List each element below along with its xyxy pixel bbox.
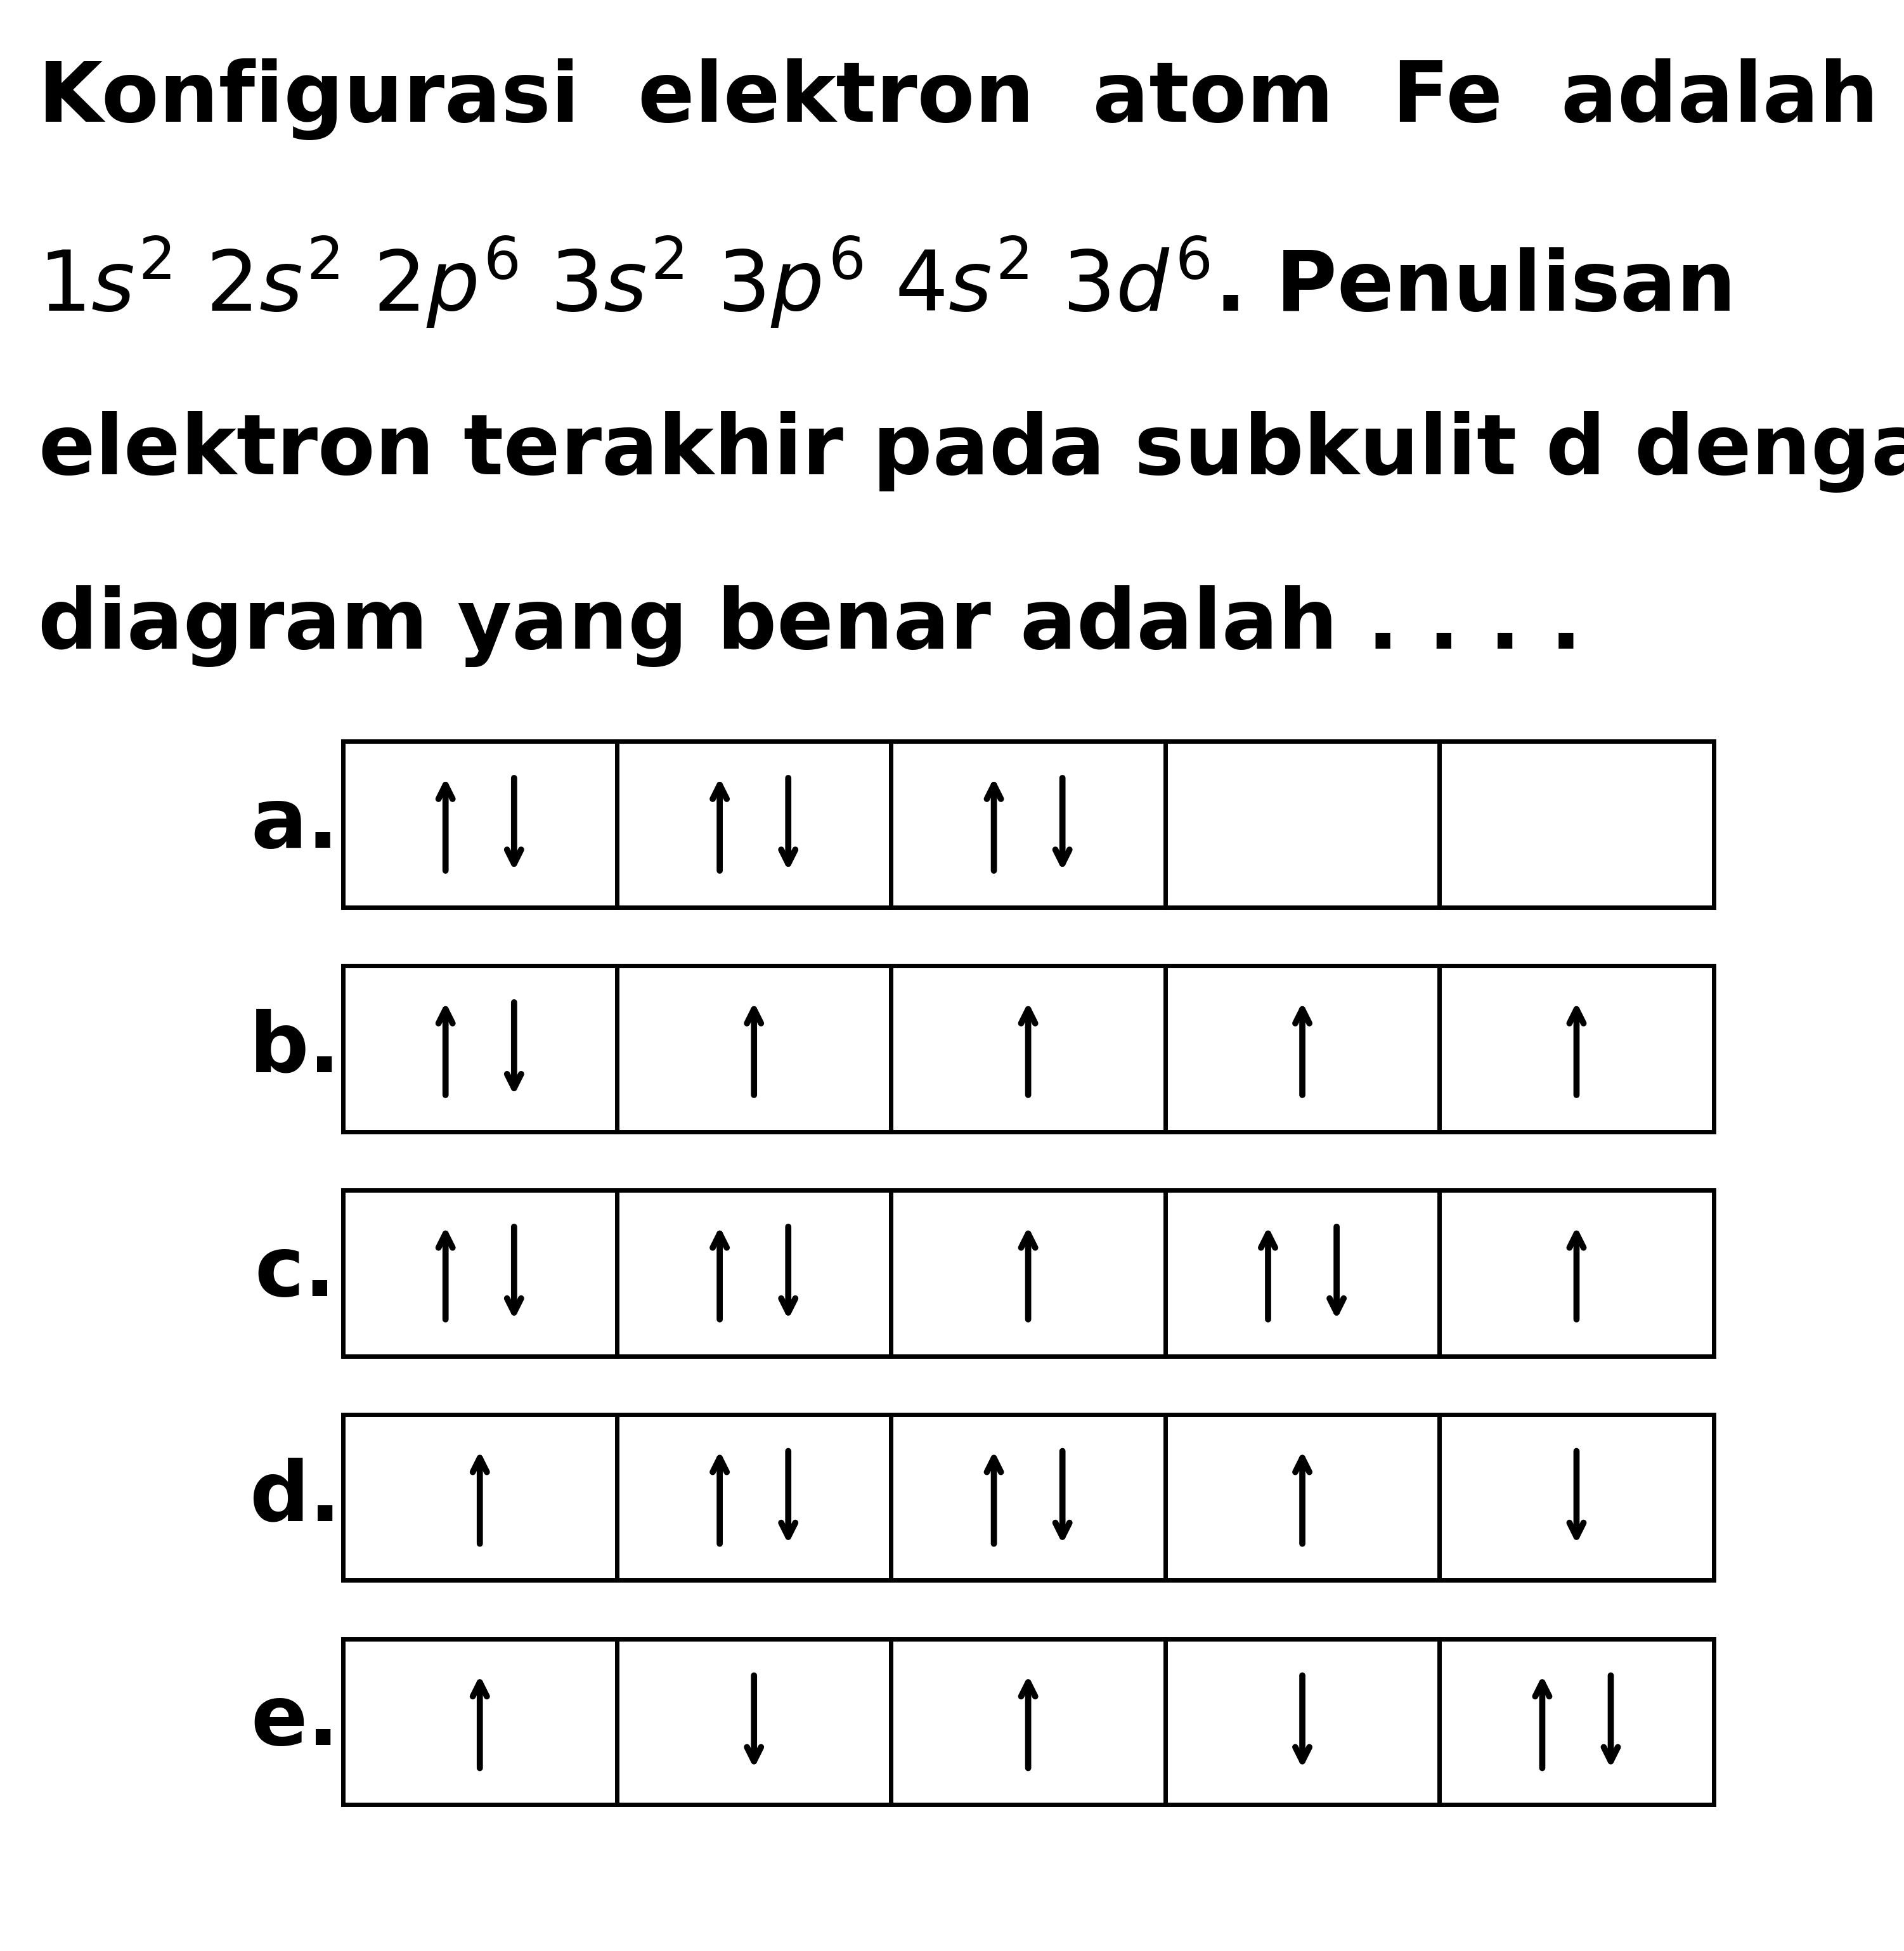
Text: Konfigurasi  elektron  atom  Fe  adalah: Konfigurasi elektron atom Fe adalah [38,59,1879,140]
Text: a.: a. [251,784,339,864]
Bar [343,1639,1714,1805]
Bar [343,966,1714,1132]
Text: b.: b. [249,1009,341,1089]
Text: c.: c. [255,1233,335,1313]
Text: elektron terakhir pada subkulit $\mathbf{d}$ dengan: elektron terakhir pada subkulit $\mathbf… [38,410,1904,494]
Text: e.: e. [251,1682,339,1762]
Text: $1s^2\ 2s^2\ 2p^6\ 3s^2\ 3p^6\ 4s^2\ 3d^6$. Penulisan: $1s^2\ 2s^2\ 2p^6\ 3s^2\ 3p^6\ 4s^2\ 3d^… [38,234,1731,330]
Bar [343,1190,1714,1356]
Bar [343,1414,1714,1580]
Text: d.: d. [249,1457,341,1537]
Bar [343,741,1714,907]
Text: diagram yang benar adalah . . . .: diagram yang benar adalah . . . . [38,585,1582,667]
